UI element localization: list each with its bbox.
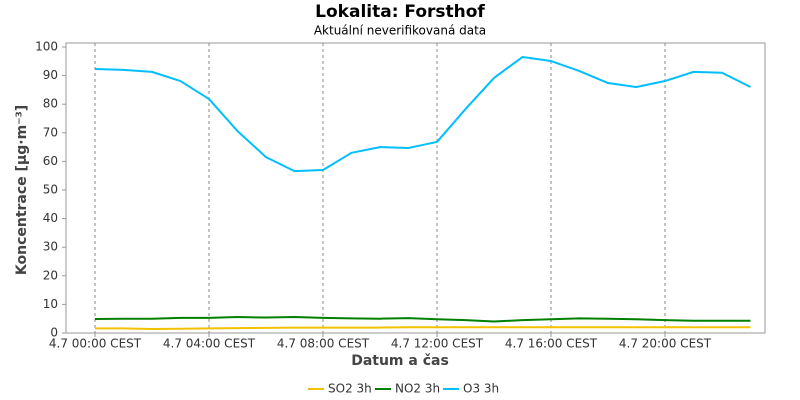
x-tick-label: 4.7 12:00 CEST <box>391 337 484 351</box>
x-axis-label: Datum a čas <box>351 353 449 369</box>
series-line <box>94 315 751 323</box>
plot-frame <box>65 42 766 334</box>
y-axis-label: Koncentrace [µg·m⁻³] <box>14 105 30 275</box>
y-tick-label: 0 <box>50 326 58 340</box>
series-line <box>94 56 751 173</box>
y-tick-label: 70 <box>43 125 58 139</box>
legend-label: NO2 3h <box>395 382 440 396</box>
x-tick-label: 4.7 20:00 CEST <box>619 337 712 351</box>
x-tick-label: 4.7 04:00 CEST <box>163 337 256 351</box>
x-tick-label: 4.7 08:00 CEST <box>277 337 370 351</box>
y-tick-label: 80 <box>43 97 58 111</box>
y-tick-label: 30 <box>43 240 58 254</box>
x-tick-label: 4.7 00:00 CEST <box>49 337 142 351</box>
legend-label: SO2 3h <box>328 382 372 396</box>
chart-subtitle: Aktuální neverifikovaná data <box>314 24 486 38</box>
y-tick-label: 20 <box>43 268 58 282</box>
series-line <box>95 326 751 330</box>
y-tick-label: 50 <box>43 183 58 197</box>
y-tick-label: 100 <box>35 40 58 54</box>
legend-label: O3 3h <box>463 382 499 396</box>
y-tick-label: 40 <box>43 211 58 225</box>
y-tick-label: 60 <box>43 154 58 168</box>
x-tick-label: 4.7 16:00 CEST <box>505 337 598 351</box>
chart-title: Lokalita: Forsthof <box>315 2 485 22</box>
y-tick-label: 90 <box>43 68 58 82</box>
y-tick-label: 10 <box>43 297 58 311</box>
